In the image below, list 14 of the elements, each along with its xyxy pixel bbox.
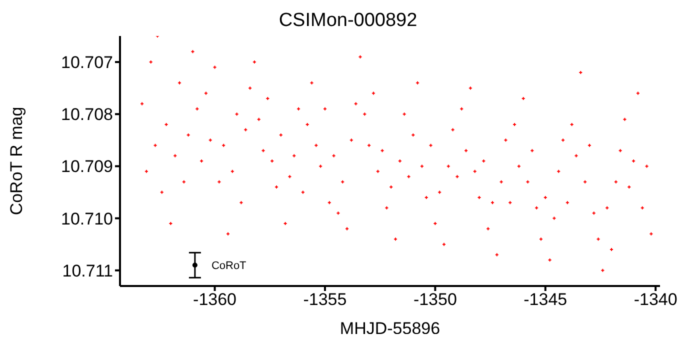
x-tick-label: -1360 bbox=[193, 290, 237, 310]
x-tick-label: -1345 bbox=[524, 290, 568, 310]
y-tick-label: 10.707 bbox=[61, 53, 113, 72]
y-axis-title: CoRoT R mag bbox=[7, 106, 26, 216]
y-tick-label: 10.709 bbox=[61, 157, 113, 176]
y-tick-label: 10.710 bbox=[61, 209, 113, 228]
x-tick-label: -1355 bbox=[303, 290, 347, 310]
y-tick-label: 10.708 bbox=[61, 105, 113, 124]
chart-title: CSIMon-000892 bbox=[278, 9, 418, 33]
x-axis-title: MHJD-55896 bbox=[340, 319, 440, 338]
x-tick-label: -1350 bbox=[413, 290, 457, 310]
y-tick-label: 10.711 bbox=[62, 261, 113, 280]
x-tick-label: -1340 bbox=[634, 290, 678, 310]
series-label: CoRoT bbox=[211, 260, 247, 272]
